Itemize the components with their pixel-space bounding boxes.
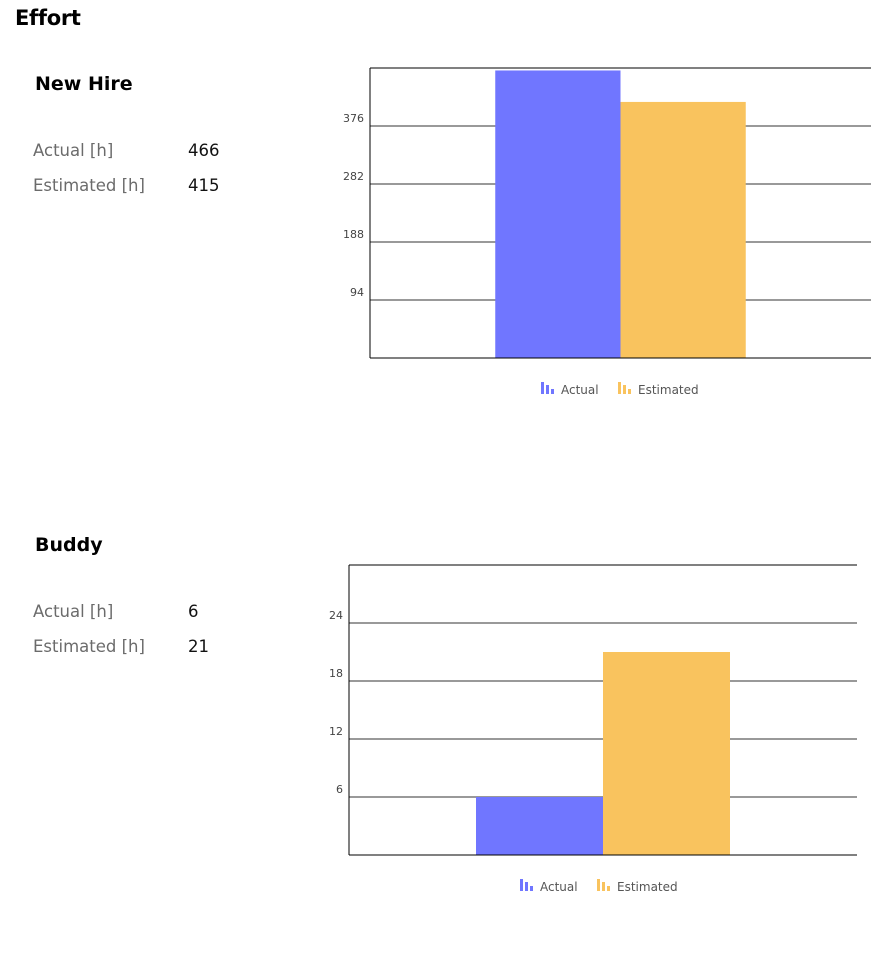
estimated-hours-label: Estimated [h] [33,176,145,195]
y-tick-label: 376 [343,112,364,125]
new-hire-effort-chart: 94 188 282 376 Actual Estimated [343,67,871,397]
page-title: Effort [15,6,81,30]
estimated-hours-label: Estimated [h] [33,637,145,656]
bar-chart-icon [541,382,554,394]
section-title: Buddy [35,534,103,556]
legend-item-estimated: Estimated [618,382,699,397]
legend-item-estimated: Estimated [597,879,678,894]
actual-hours-value: 466 [188,141,220,160]
y-tick-label: 282 [343,170,364,183]
bar-estimated [603,652,730,855]
y-tick-label: 12 [329,725,343,738]
y-tick-label: 6 [336,783,343,796]
bar-chart-icon [597,879,610,891]
section-title: New Hire [35,73,133,95]
new-hire-section: New Hire Actual [h] 466 Estimated [h] 41… [33,67,871,397]
y-tick-label: 94 [350,286,364,299]
bar-estimated [620,101,746,359]
legend-label: Estimated [638,383,699,397]
bar-chart-icon [520,879,533,891]
actual-hours-value: 6 [188,602,199,621]
buddy-effort-chart: 6 12 18 24 Actual Estimated [329,564,857,894]
actual-hours-label: Actual [h] [33,602,114,621]
estimated-hours-value: 21 [188,637,209,656]
estimated-hours-value: 415 [188,176,220,195]
y-tick-label: 188 [343,228,364,241]
bar-actual [476,797,603,855]
legend-label: Actual [540,880,578,894]
bar-chart-icon [618,382,631,394]
legend-label: Actual [561,383,599,397]
legend-item-actual: Actual [541,382,599,397]
bar-actual [495,70,621,359]
y-tick-label: 18 [329,667,343,680]
y-tick-label: 24 [329,609,343,622]
legend-item-actual: Actual [520,879,578,894]
legend-label: Estimated [617,880,678,894]
actual-hours-label: Actual [h] [33,141,114,160]
